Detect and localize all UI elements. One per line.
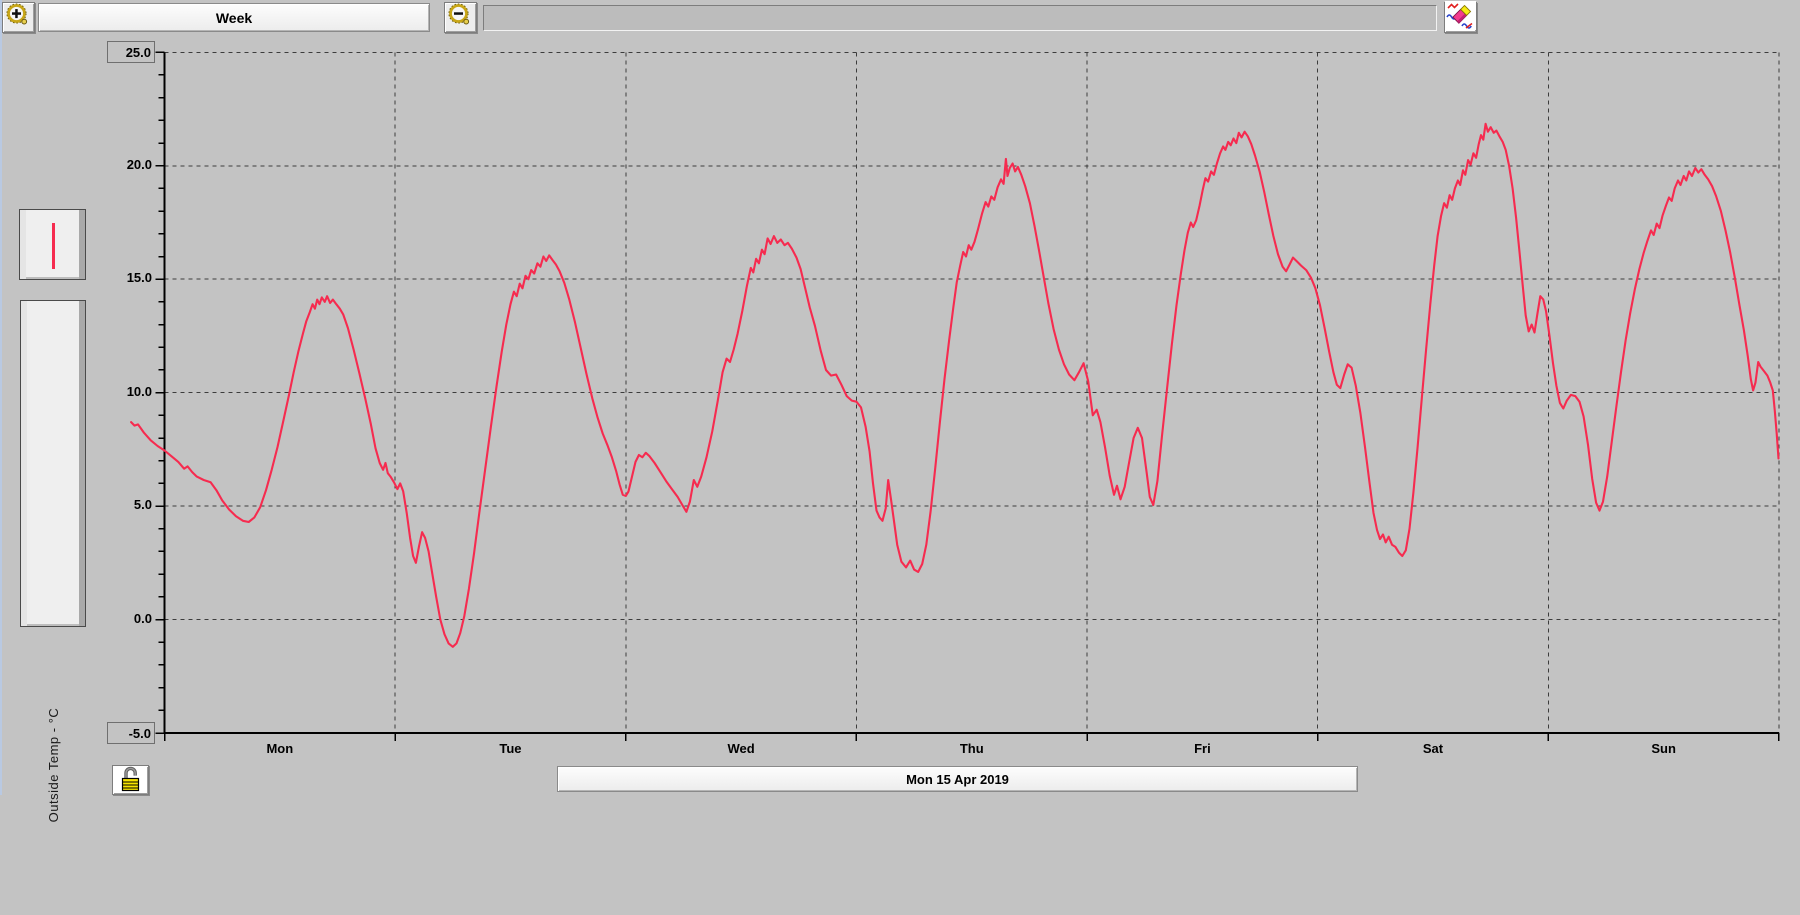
window-edge-strip — [0, 0, 2, 795]
y-axis-tick-label: 0.0 — [133, 610, 152, 626]
series-color-line — [52, 223, 55, 269]
lock-button[interactable] — [112, 765, 149, 795]
app-window: { "toolbar": { "range_button_label": "We… — [0, 0, 1780, 823]
y-axis-limit-field[interactable]: -5.0 — [107, 722, 155, 744]
x-axis-day-label: Sat — [1422, 741, 1444, 756]
x-axis-day-label: Mon — [266, 741, 294, 756]
x-axis-day-label: Wed — [727, 741, 755, 756]
range-button[interactable]: Week — [38, 3, 430, 32]
zoom-in-button[interactable] — [2, 2, 35, 33]
y-axis-tick-label: 15.0 — [126, 270, 152, 286]
y-axis-tick-label: 5.0 — [133, 497, 152, 513]
eraser-icon — [1445, 0, 1476, 35]
erase-button[interactable] — [1444, 0, 1477, 35]
y-axis-tick-label: 20.0 — [126, 156, 152, 172]
x-axis-day-label: Thu — [959, 741, 984, 756]
x-axis-day-label: Tue — [499, 741, 522, 756]
x-axis-day-label: Sun — [1651, 741, 1676, 756]
plot-area — [130, 51, 1780, 741]
x-axis-day-label: Fri — [1194, 741, 1211, 756]
timeline-track[interactable] — [483, 5, 1437, 31]
y-axis-tick-label: 10.0 — [126, 383, 152, 399]
temperature-curve — [130, 122, 1780, 648]
y-axis-limit-field[interactable]: 25.0 — [107, 41, 155, 64]
date-range-bar[interactable]: Mon 15 Apr 2019 — [557, 766, 1358, 792]
range-button-label: Week — [215, 9, 253, 26]
zoom-out-icon — [446, 2, 475, 34]
unlock-icon — [114, 764, 147, 797]
zoom-out-button[interactable] — [444, 2, 477, 33]
zoom-in-icon — [4, 2, 33, 34]
series-legend-swatch[interactable] — [19, 209, 86, 280]
date-range-label: Mon 15 Apr 2019 — [906, 771, 1009, 787]
y-axis-title-box[interactable]: Outside Temp - °C — [20, 300, 86, 822]
